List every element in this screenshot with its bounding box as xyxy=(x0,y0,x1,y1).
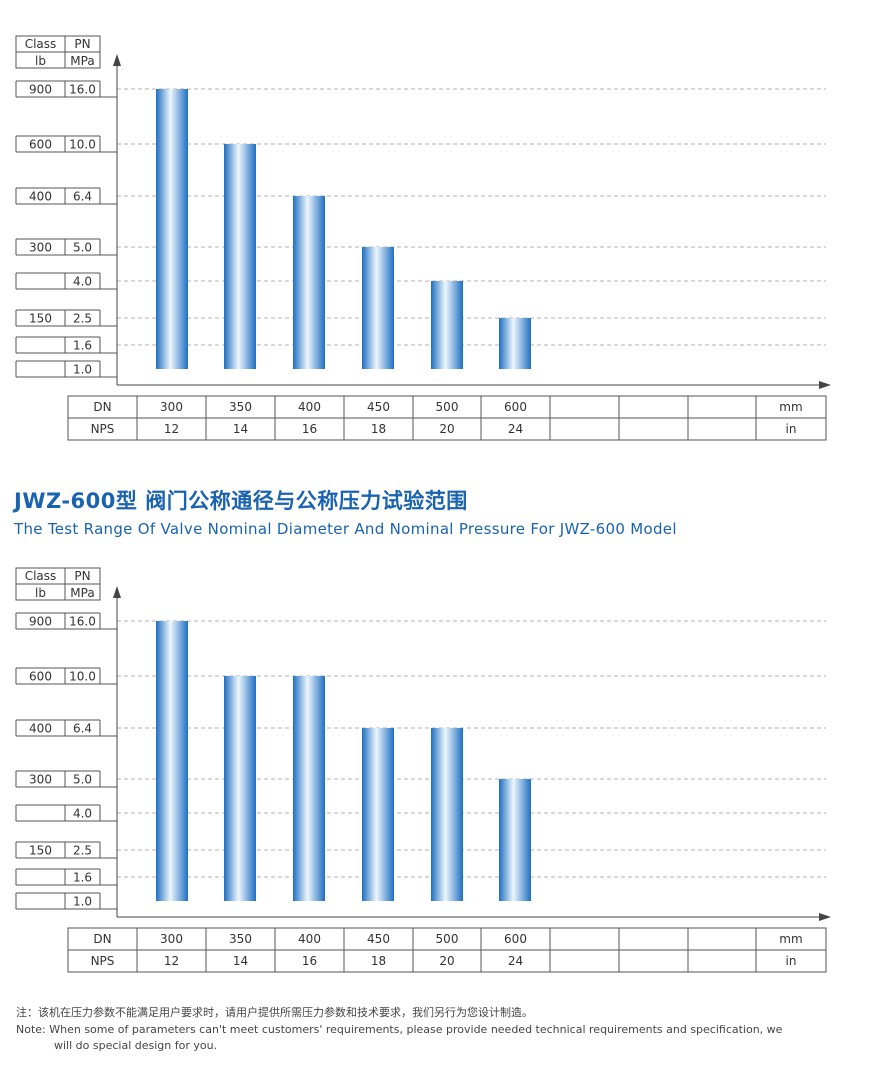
class-tick-label: 600 xyxy=(29,670,52,684)
bar-dn-400 xyxy=(293,676,325,901)
pressure-range-chart-1: Class lb PN MPa 900 16.0 600 10.0 400 6.4 300 5.0 4.… xyxy=(15,35,831,441)
pn-tick-label: 4.0 xyxy=(73,275,92,289)
bar-dn-300 xyxy=(156,89,188,369)
note-english-line-1: Note: When some of parameters can't meet… xyxy=(16,1023,783,1036)
dn-value: 600 xyxy=(504,400,527,414)
nps-value: 16 xyxy=(302,954,317,968)
nps-value: 20 xyxy=(439,422,454,436)
dn-value: 400 xyxy=(298,400,321,414)
y-axis-arrow xyxy=(113,586,121,598)
nps-value: 24 xyxy=(508,954,523,968)
bar-dn-300 xyxy=(156,621,188,901)
dn-unit: mm xyxy=(779,400,802,414)
pn-header-label: PN xyxy=(74,37,90,51)
pn-tick-label: 1.6 xyxy=(73,871,92,885)
bar-dn-500 xyxy=(431,728,463,901)
bar-dn-350 xyxy=(224,144,256,369)
nps-row-label: NPS xyxy=(91,422,115,436)
nps-unit: in xyxy=(786,422,797,436)
pn-tick-label: 5.0 xyxy=(73,773,92,787)
pn-tick-label: 6.4 xyxy=(73,190,92,204)
pn-unit-label: MPa xyxy=(70,54,94,68)
pn-tick-label: 4.0 xyxy=(73,807,92,821)
nps-value: 18 xyxy=(371,422,386,436)
bar-dn-350 xyxy=(224,676,256,901)
pn-tick-label: 5.0 xyxy=(73,241,92,255)
pn-tick-label: 6.4 xyxy=(73,722,92,736)
x-axis-arrow xyxy=(819,381,831,389)
class-tick-label: 150 xyxy=(29,312,52,326)
dn-value: 300 xyxy=(160,400,183,414)
y-axis-arrow xyxy=(113,54,121,66)
bar-dn-600 xyxy=(499,318,531,369)
pn-tick-label: 10.0 xyxy=(69,670,96,684)
nps-value: 12 xyxy=(164,954,179,968)
pn-tick-label: 2.5 xyxy=(73,312,92,326)
bar-dn-400 xyxy=(293,196,325,369)
nps-value: 12 xyxy=(164,422,179,436)
section-title-chinese: JWZ-600型 阀门公称通径与公称压力试验范围 xyxy=(14,489,468,513)
class-unit-label: lb xyxy=(35,54,46,68)
class-tick-label: 150 xyxy=(29,844,52,858)
dn-row-label: DN xyxy=(93,932,111,946)
pressure-range-chart-2: Class lb PN MPa 900 16.0 600 10.0 400 6.4 300 5.0 4.… xyxy=(15,567,831,973)
pn-tick-label: 2.5 xyxy=(73,844,92,858)
dn-value: 350 xyxy=(229,400,252,414)
class-tick-label: 600 xyxy=(29,138,52,152)
class-header-label: Class xyxy=(25,569,57,583)
dn-value: 300 xyxy=(160,932,183,946)
pn-tick-label: 16.0 xyxy=(69,615,96,629)
dn-value: 450 xyxy=(367,932,390,946)
dn-value: 350 xyxy=(229,932,252,946)
dn-value: 450 xyxy=(367,400,390,414)
nps-row-label: NPS xyxy=(91,954,115,968)
pn-tick-label: 1.6 xyxy=(73,339,92,353)
nps-value: 18 xyxy=(371,954,386,968)
dn-value: 500 xyxy=(436,932,459,946)
dn-value: 600 xyxy=(504,932,527,946)
x-axis-arrow xyxy=(819,913,831,921)
note-chinese: 注：该机在压力参数不能满足用户要求时，请用户提供所需压力参数和技术要求，我们另行… xyxy=(16,1006,533,1019)
nps-value: 16 xyxy=(302,422,317,436)
class-tick-label: 900 xyxy=(29,83,52,97)
pn-tick-label: 1.0 xyxy=(73,895,92,909)
bar-dn-500 xyxy=(431,281,463,369)
class-header-label: Class xyxy=(25,37,57,51)
pn-unit-label: MPa xyxy=(70,586,94,600)
class-tick-label: 300 xyxy=(29,241,52,255)
bar-dn-450 xyxy=(362,728,394,901)
dn-unit: mm xyxy=(779,932,802,946)
pn-tick-label: 1.0 xyxy=(73,363,92,377)
pn-tick-label: 16.0 xyxy=(69,83,96,97)
bar-dn-600 xyxy=(499,779,531,901)
class-tick-label: 900 xyxy=(29,615,52,629)
note-english-line-2: will do special design for you. xyxy=(54,1039,218,1052)
pn-header-label: PN xyxy=(74,569,90,583)
pn-tick-label: 10.0 xyxy=(69,138,96,152)
nps-value: 24 xyxy=(508,422,523,436)
class-tick-label: 300 xyxy=(29,773,52,787)
dn-value: 400 xyxy=(298,932,321,946)
nps-value: 14 xyxy=(233,954,248,968)
class-unit-label: lb xyxy=(35,586,46,600)
bar-dn-450 xyxy=(362,247,394,369)
dn-value: 500 xyxy=(436,400,459,414)
nps-unit: in xyxy=(786,954,797,968)
nps-value: 14 xyxy=(233,422,248,436)
nps-value: 20 xyxy=(439,954,454,968)
dn-row-label: DN xyxy=(93,400,111,414)
section-title-english: The Test Range Of Valve Nominal Diameter… xyxy=(14,520,677,538)
class-tick-label: 400 xyxy=(29,190,52,204)
class-tick-label: 400 xyxy=(29,722,52,736)
